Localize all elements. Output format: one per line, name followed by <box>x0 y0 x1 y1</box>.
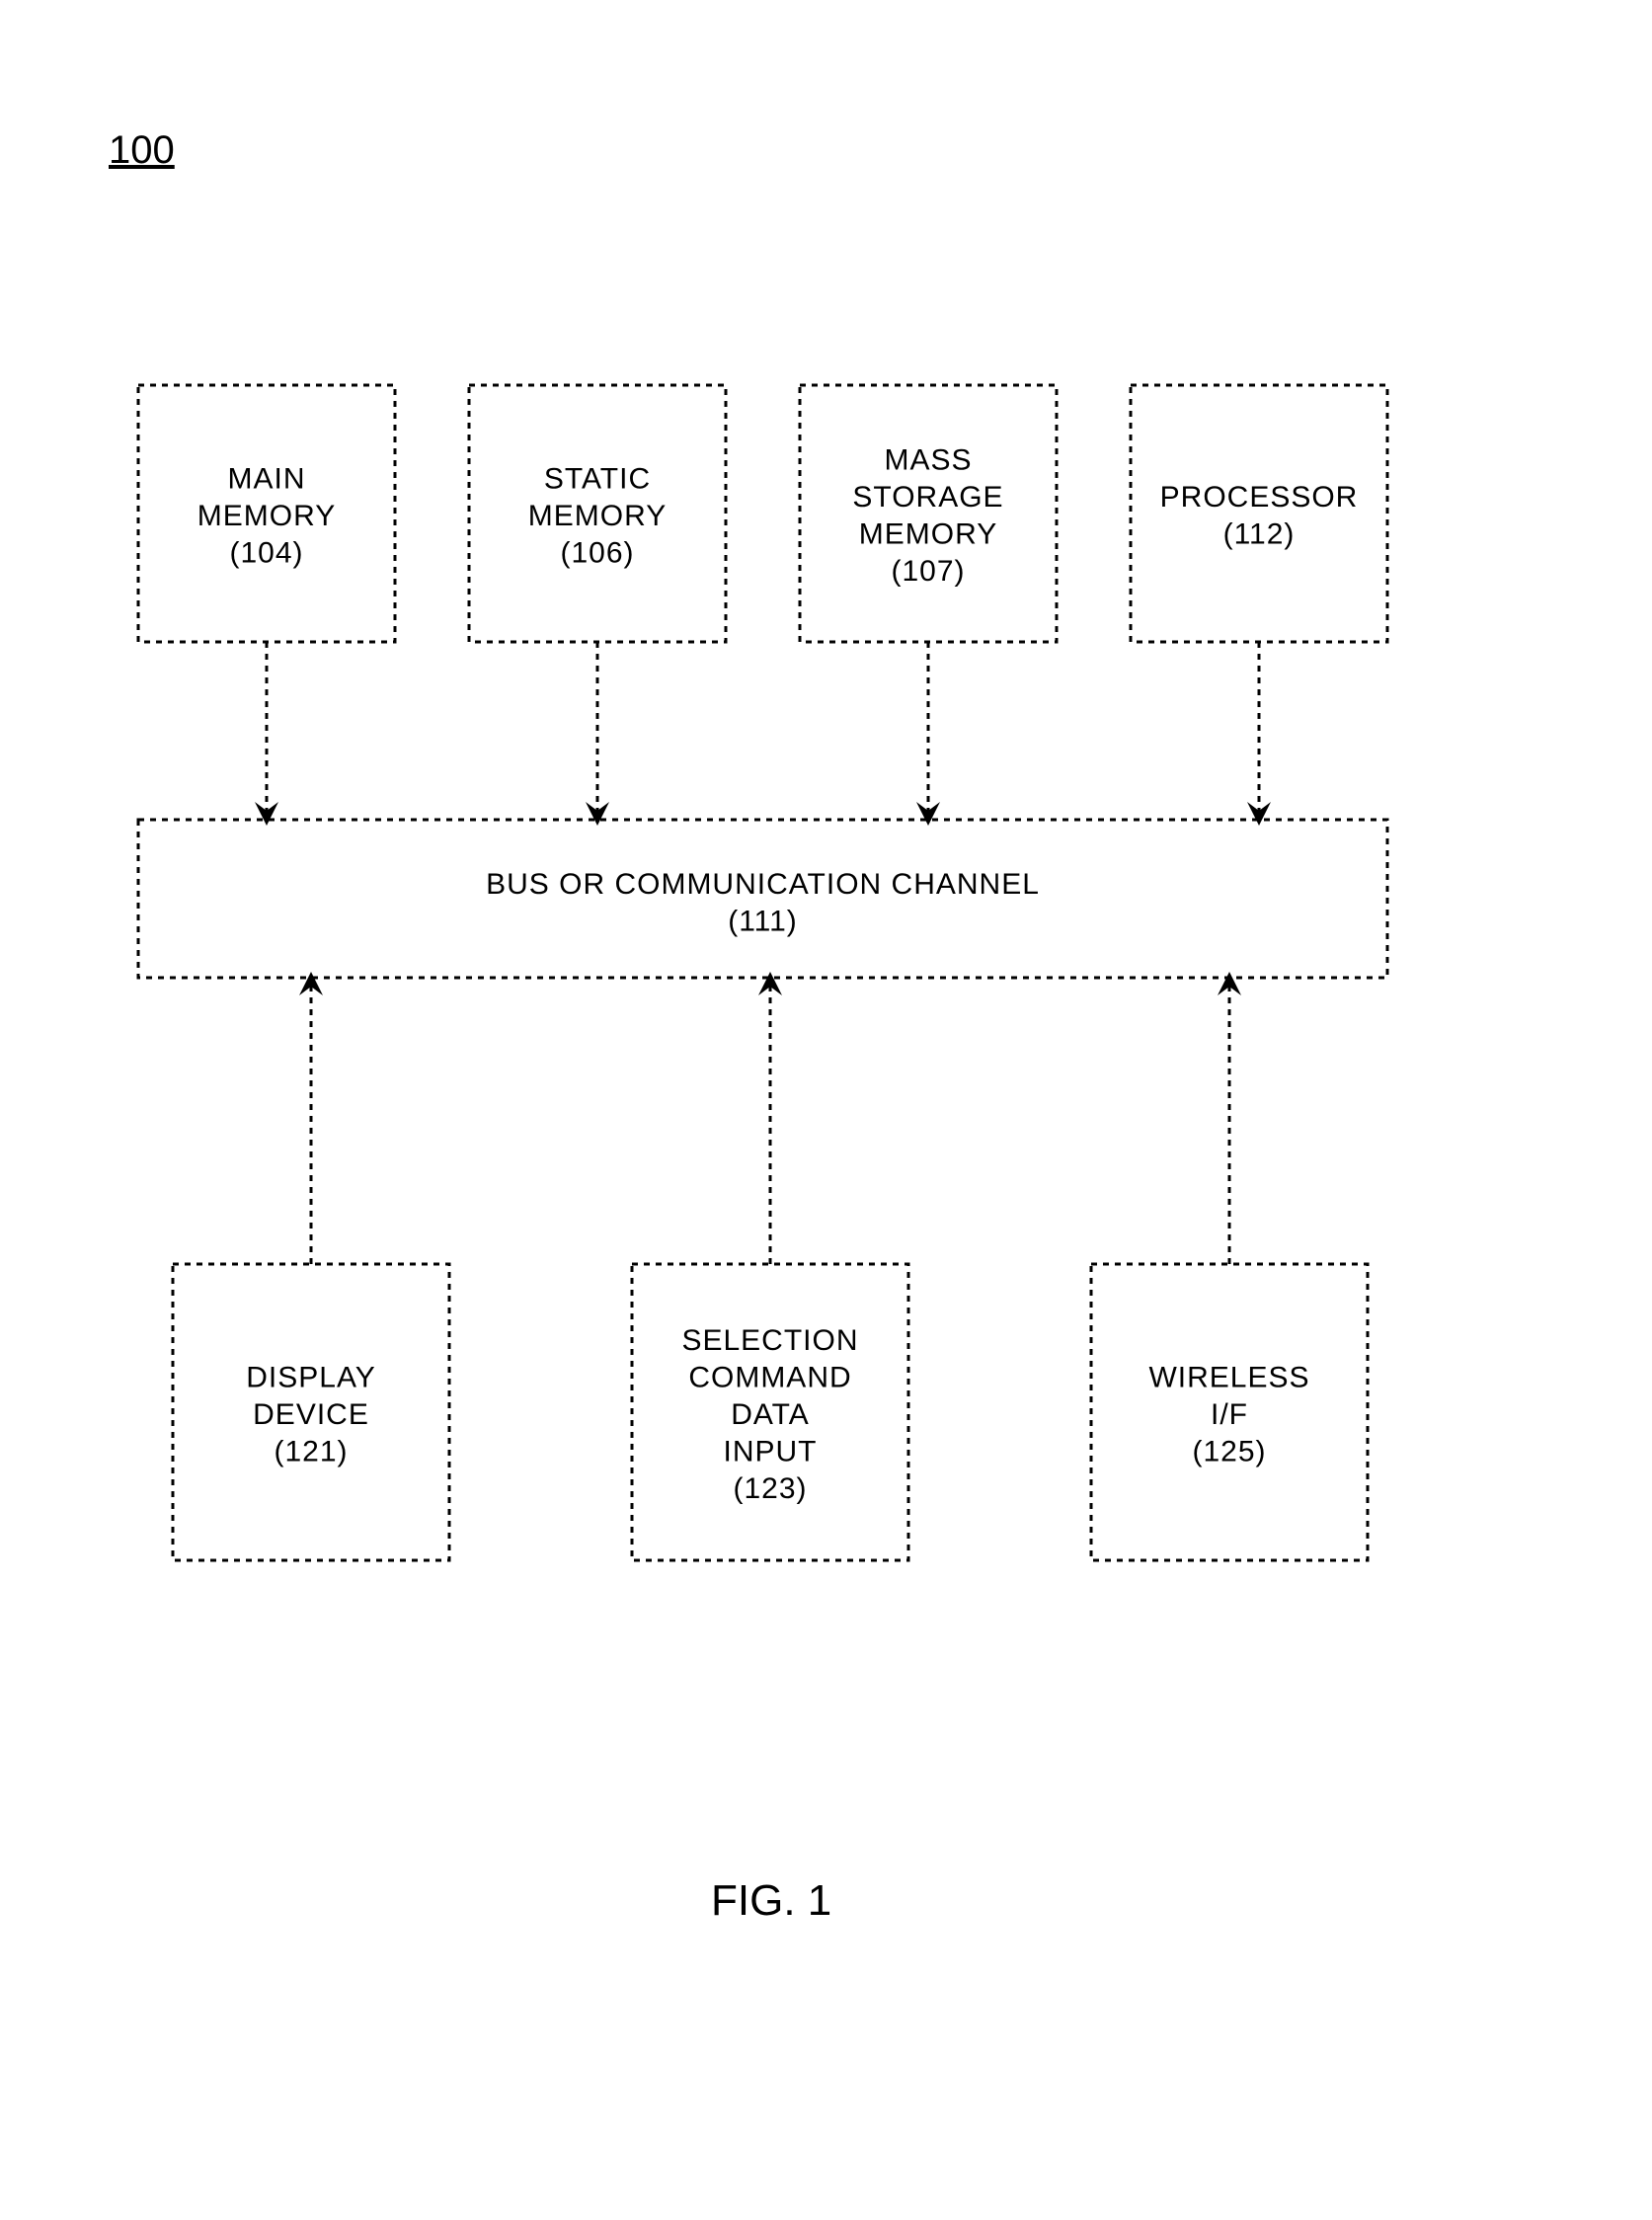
selection-input-label-0: SELECTION <box>681 1324 858 1357</box>
selection-input-label-2: DATA <box>731 1398 810 1431</box>
static-memory-label-1: MEMORY <box>528 500 667 532</box>
mass-storage-num: (107) <box>891 555 965 588</box>
wireless-if-label-0: WIRELESS <box>1148 1361 1309 1393</box>
figure-caption: FIG. 1 <box>711 1876 831 1926</box>
selection-input-label-3: INPUT <box>724 1435 818 1467</box>
main-memory-label-0: MAIN <box>228 462 306 495</box>
selection-input-label-1: COMMAND <box>688 1361 851 1393</box>
diagram-page: 100 MAINMEMORY(104)STATICMEMORY(106)MASS… <box>0 0 1652 2220</box>
display-device-label-0: DISPLAY <box>246 1361 376 1393</box>
mass-storage-label-1: STORAGE <box>852 481 1003 514</box>
wireless-if-num: (125) <box>1192 1435 1266 1467</box>
main-memory-label-1: MEMORY <box>197 500 336 532</box>
static-memory-num: (106) <box>560 536 634 569</box>
display-device-num: (121) <box>274 1435 348 1467</box>
selection-input-num: (123) <box>733 1472 807 1505</box>
wireless-if-label-1: I/F <box>1211 1398 1248 1431</box>
static-memory-label-0: STATIC <box>544 462 651 495</box>
mass-storage-label-2: MEMORY <box>859 518 997 551</box>
display-device-label-1: DEVICE <box>253 1398 369 1431</box>
processor-label-0: PROCESSOR <box>1160 481 1359 514</box>
mass-storage-label-0: MASS <box>884 444 972 477</box>
main-memory-num: (104) <box>229 536 303 569</box>
processor-num: (112) <box>1223 518 1296 551</box>
bus-num: (111) <box>728 906 798 938</box>
bus-label-0: BUS OR COMMUNICATION CHANNEL <box>486 868 1040 901</box>
